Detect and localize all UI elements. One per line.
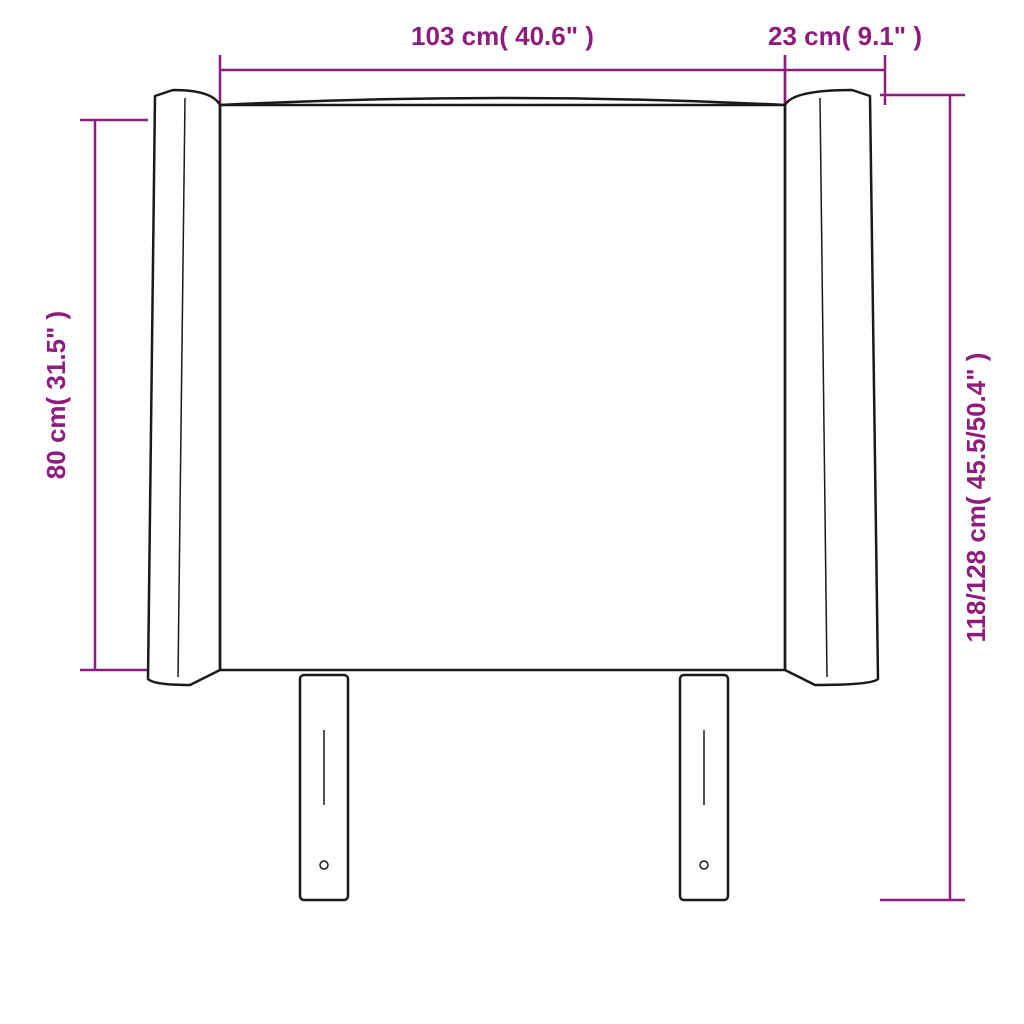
leg-hole xyxy=(320,861,328,869)
wing-seam xyxy=(820,98,827,677)
dim-label: 118/128 cm( 45.5/50.4" ) xyxy=(961,353,991,643)
dim-label: 23 cm( 9.1" ) xyxy=(768,21,922,51)
dim-label: 80 cm( 31.5" ) xyxy=(41,311,71,479)
headboard-panel xyxy=(220,105,785,670)
leg-hole xyxy=(700,861,708,869)
wing-seam xyxy=(178,98,185,677)
dim-label: 103 cm( 40.6" ) xyxy=(411,21,594,51)
headboard-wing-right xyxy=(785,90,878,685)
